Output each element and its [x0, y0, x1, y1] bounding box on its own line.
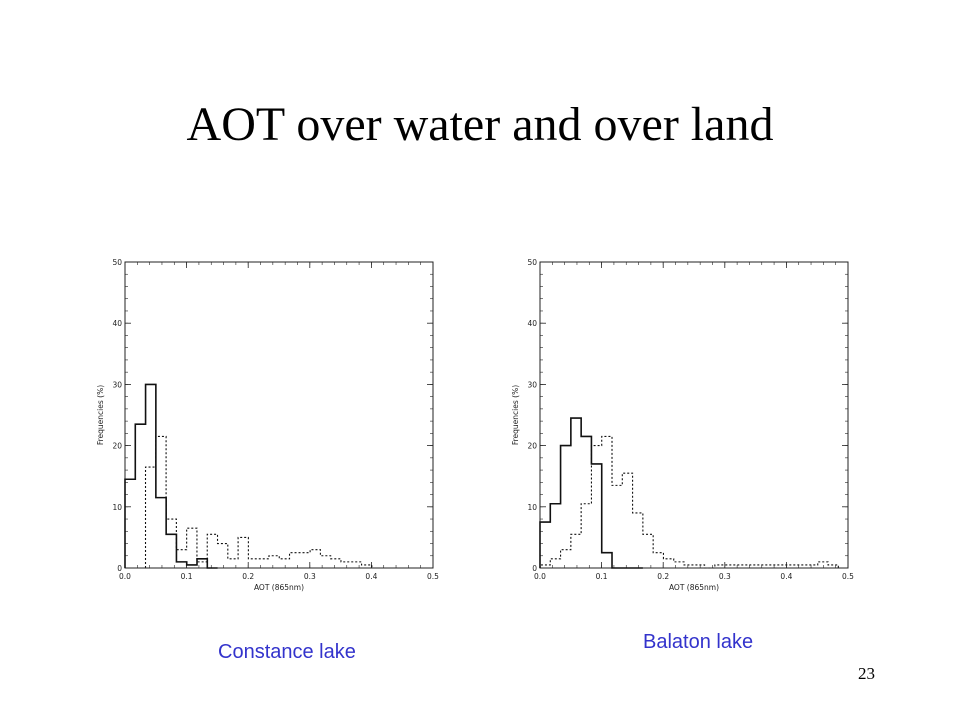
histogram-series-solid [539, 417, 643, 569]
y-tick-label: 10 [112, 503, 122, 512]
y-axis-label: Frequencies (%) [511, 385, 520, 445]
x-tick-label: 0.5 [842, 572, 854, 581]
x-tick-label: 0.4 [365, 572, 377, 581]
histogram-series-solid [124, 383, 218, 569]
caption-constance-lake: Constance lake [218, 641, 356, 663]
x-tick-label: 0.3 [719, 572, 731, 581]
y-tick-label: 50 [112, 258, 122, 267]
y-tick-label: 40 [112, 319, 122, 328]
x-tick-label: 0.4 [780, 572, 792, 581]
x-axis-label: AOT (865nm) [254, 583, 304, 592]
y-tick-label: 0 [117, 564, 122, 573]
x-tick-label: 0.0 [534, 572, 546, 581]
histogram-constance-lake: 0 10 20 30 40 50 0.0 0.1 0.2 0.3 0.4 0.5 AOT (865nm)… [95, 250, 445, 610]
chart-svg: 0 10 20 30 40 50 0.0 0.1 0.2 0.3 0.4 0.5 AOT (865nm)… [511, 258, 854, 592]
slide-title: AOT over water and over land [186, 98, 774, 151]
plot-frame [124, 261, 434, 569]
x-tick-label: 0.5 [427, 572, 439, 581]
chart-svg: 0 10 20 30 40 50 0.0 0.1 0.2 0.3 0.4 0.5 AOT (865nm)… [96, 258, 439, 592]
y-tick-label: 30 [112, 380, 122, 389]
caption-balaton-lake: Balaton lake [643, 631, 754, 653]
slide-number: 23 [858, 664, 875, 683]
y-tick-label: 20 [112, 442, 122, 451]
y-tick-label: 40 [527, 319, 537, 328]
y-tick-label: 10 [527, 503, 537, 512]
y-tick-label: 30 [527, 380, 537, 389]
x-tick-label: 0.1 [596, 572, 608, 581]
histogram-series-dotted [539, 435, 839, 569]
y-tick-label: 20 [527, 442, 537, 451]
x-tick-label: 0.3 [304, 572, 316, 581]
histogram-balaton-lake: 0 10 20 30 40 50 0.0 0.1 0.2 0.3 0.4 0.5 AOT (865nm)… [510, 250, 860, 610]
y-tick-label: 0 [532, 564, 537, 573]
y-tick-label: 50 [527, 258, 537, 267]
y-axis-label: Frequencies (%) [96, 385, 105, 445]
histogram-series-dotted [144, 435, 373, 568]
x-tick-label: 0.0 [119, 572, 131, 581]
x-tick-label: 0.1 [181, 572, 193, 581]
x-tick-label: 0.2 [242, 572, 254, 581]
x-axis-label: AOT (865nm) [669, 583, 719, 592]
plot-frame [539, 261, 849, 569]
x-tick-label: 0.2 [657, 572, 669, 581]
